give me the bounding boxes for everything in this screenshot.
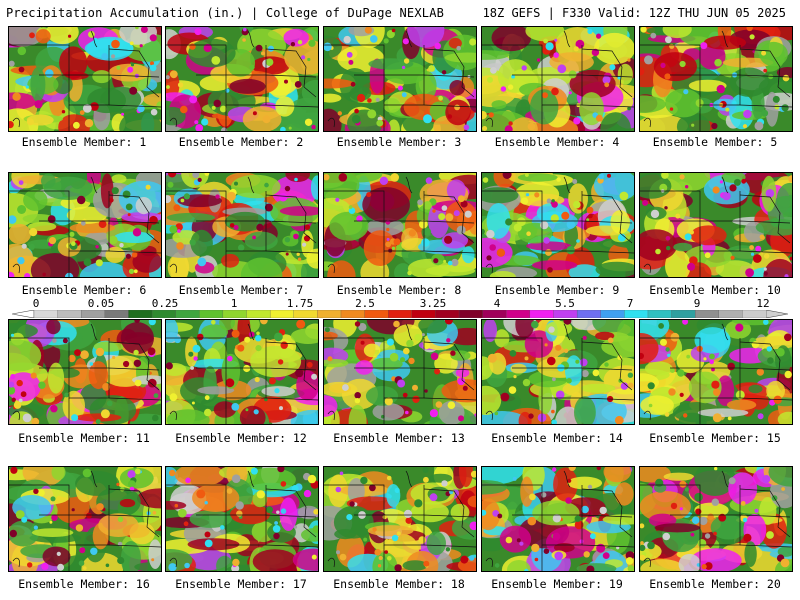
colorbar-tick-label: 2.5 bbox=[355, 297, 375, 310]
member-caption-12: Ensemble Member: 12 bbox=[175, 431, 307, 445]
member-map-20 bbox=[639, 466, 793, 572]
colorbar-tick-label: 9 bbox=[693, 297, 701, 310]
member-map-8 bbox=[323, 172, 477, 278]
colorbar-tick-label: 4 bbox=[493, 297, 501, 310]
member-caption-1: Ensemble Member: 1 bbox=[21, 135, 147, 149]
member-map-16 bbox=[8, 466, 162, 572]
member-caption-17: Ensemble Member: 17 bbox=[175, 577, 307, 591]
member-caption-10: Ensemble Member: 10 bbox=[649, 283, 781, 297]
member-map-1 bbox=[8, 26, 162, 132]
member-caption-18: Ensemble Member: 18 bbox=[333, 577, 465, 591]
member-caption-16: Ensemble Member: 16 bbox=[18, 577, 150, 591]
colorbar-tick-label: 0.05 bbox=[87, 297, 115, 310]
member-map-9 bbox=[481, 172, 635, 278]
member-map-12 bbox=[165, 319, 319, 425]
member-map-14 bbox=[481, 319, 635, 425]
member-map-13 bbox=[323, 319, 477, 425]
colorbar-tick-label: 0 bbox=[32, 297, 40, 310]
member-caption-4: Ensemble Member: 4 bbox=[494, 135, 620, 149]
member-map-10 bbox=[639, 172, 793, 278]
member-map-4 bbox=[481, 26, 635, 132]
member-map-3 bbox=[323, 26, 477, 132]
member-caption-11: Ensemble Member: 11 bbox=[18, 431, 150, 445]
member-map-17 bbox=[165, 466, 319, 572]
member-caption-3: Ensemble Member: 3 bbox=[336, 135, 462, 149]
member-caption-15: Ensemble Member: 15 bbox=[649, 431, 781, 445]
member-caption-6: Ensemble Member: 6 bbox=[21, 283, 147, 297]
member-map-19 bbox=[481, 466, 635, 572]
member-map-11 bbox=[8, 319, 162, 425]
member-caption-9: Ensemble Member: 9 bbox=[494, 283, 620, 297]
colorbar-tick-label: 12 bbox=[756, 297, 770, 310]
colorbar-tick-label: 3.25 bbox=[419, 297, 447, 310]
member-map-18 bbox=[323, 466, 477, 572]
colorbar-tick-label: 1.75 bbox=[286, 297, 314, 310]
member-caption-19: Ensemble Member: 19 bbox=[491, 577, 623, 591]
colorbar-tick-label: 5.5 bbox=[555, 297, 575, 310]
member-map-15 bbox=[639, 319, 793, 425]
run-info: 18Z GEFS | F330 Valid: 12Z THU JUN 05 20… bbox=[482, 6, 786, 20]
colorbar-tick-label: 1 bbox=[230, 297, 238, 310]
member-map-6 bbox=[8, 172, 162, 278]
member-caption-5: Ensemble Member: 5 bbox=[652, 135, 778, 149]
member-map-5 bbox=[639, 26, 793, 132]
member-caption-8: Ensemble Member: 8 bbox=[336, 283, 462, 297]
member-caption-20: Ensemble Member: 20 bbox=[649, 577, 781, 591]
member-map-7 bbox=[165, 172, 319, 278]
member-caption-7: Ensemble Member: 7 bbox=[178, 283, 304, 297]
colorbar-tick-label: 0.25 bbox=[151, 297, 179, 310]
header-title: Precipitation Accumulation (in.) | Colle… bbox=[6, 6, 445, 20]
member-map-2 bbox=[165, 26, 319, 132]
member-caption-13: Ensemble Member: 13 bbox=[333, 431, 465, 445]
precip-colorbar bbox=[12, 310, 788, 318]
member-caption-2: Ensemble Member: 2 bbox=[178, 135, 304, 149]
colorbar-tick-label: 7 bbox=[626, 297, 634, 310]
member-caption-14: Ensemble Member: 14 bbox=[491, 431, 623, 445]
